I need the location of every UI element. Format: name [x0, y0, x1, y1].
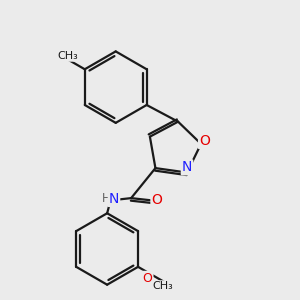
Text: O: O	[152, 194, 162, 207]
Text: O: O	[199, 134, 210, 148]
Text: H: H	[102, 193, 111, 206]
Text: CH₃: CH₃	[57, 51, 78, 61]
Text: CH₃: CH₃	[152, 281, 173, 291]
Text: O: O	[143, 272, 152, 285]
Text: N: N	[109, 192, 119, 206]
Text: N: N	[182, 160, 192, 174]
